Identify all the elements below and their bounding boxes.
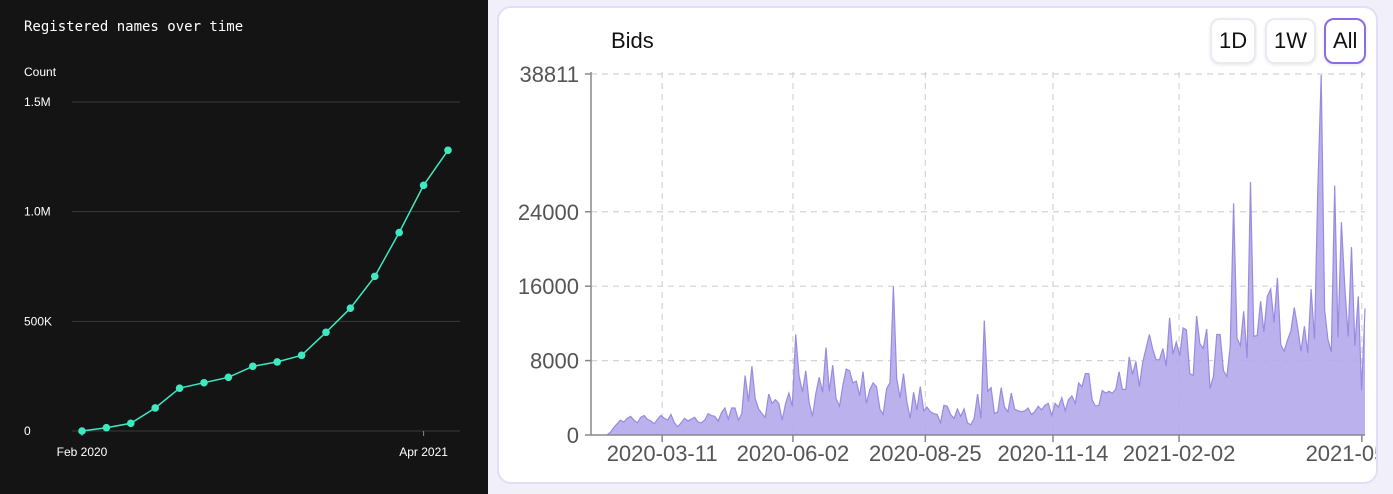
registered-names-panel: Registered names over time Count 1.5M 1.0…: [0, 0, 488, 494]
range-button-1w[interactable]: 1W: [1265, 18, 1316, 64]
y-tick-label: 1.5M: [24, 95, 51, 109]
x-tick-label: 2020-08-25: [869, 441, 982, 466]
y-tick-label: 0: [24, 424, 31, 438]
data-point: [127, 419, 135, 428]
data-point: [371, 272, 379, 281]
registered-names-line: [81, 149, 449, 432]
y-tick-label: 24000: [518, 200, 579, 225]
x-tick-label: 2021-02-02: [1123, 441, 1236, 466]
y-tick-label: 8000: [530, 349, 579, 374]
x-tick-label: 2020-06-02: [737, 441, 850, 466]
data-point: [297, 351, 306, 360]
y-tick-label: 16000: [518, 274, 579, 299]
data-point: [273, 358, 282, 366]
data-point: [175, 384, 184, 393]
bids-chart: 38811 24000 16000 8000 0 2020-03-11 2020-06-02…: [518, 62, 1378, 466]
y-tick-label: 1.0M: [24, 205, 51, 219]
y-tick-label: 0: [567, 423, 579, 448]
x-tick-label: Apr 2021: [399, 445, 448, 459]
registered-names-chart: Count 1.5M 1.0M 500K 0 Feb 2020 Apr 2021: [24, 65, 460, 459]
range-button-1d[interactable]: 1D: [1210, 18, 1257, 64]
x-tick-label: Feb 2020: [57, 445, 108, 459]
bids-line: [606, 74, 1366, 436]
data-point: [224, 373, 233, 382]
x-tick-label: 2020-03-11: [607, 441, 718, 466]
y-tick-label: 38811: [519, 62, 579, 87]
data-point: [322, 328, 330, 337]
data-point: [151, 404, 159, 412]
data-point: [346, 304, 355, 312]
chart-title: Bids: [611, 28, 654, 53]
data-point: [444, 146, 452, 155]
data-point: [419, 181, 428, 190]
data-point: [102, 423, 111, 432]
data-point: [200, 378, 208, 387]
bids-panel: Bids 1D 1W All 38811 24000 16000 8000 0 2020-…: [497, 6, 1378, 484]
chart-title: Registered names over time: [24, 19, 244, 35]
x-tick-label: 2021-05-29: [1306, 441, 1378, 466]
range-button-all[interactable]: All: [1324, 18, 1367, 64]
data-point: [395, 228, 404, 237]
data-point: [78, 427, 86, 435]
y-tick-label: 500K: [24, 314, 52, 328]
data-point: [249, 362, 257, 371]
x-tick-label: 2020-11-14: [998, 441, 1109, 466]
y-axis-label: Count: [24, 65, 57, 79]
bids-area: [607, 75, 1365, 435]
